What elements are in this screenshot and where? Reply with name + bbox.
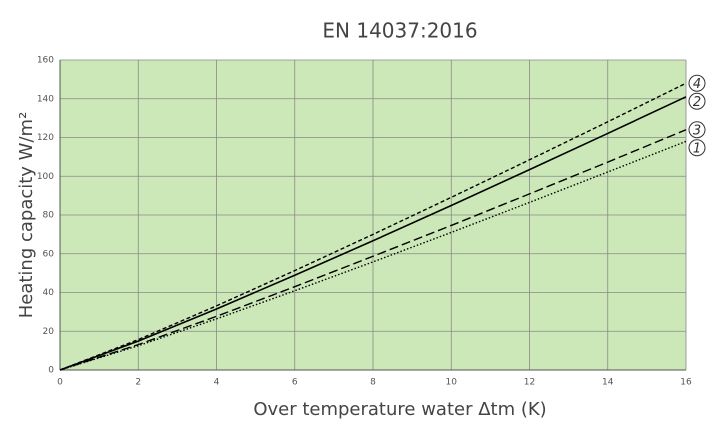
legend-entry: 2 bbox=[688, 92, 706, 110]
chart-title: EN 14037:2016 bbox=[322, 19, 477, 43]
x-axis-label: Over temperature water Δtm (K) bbox=[253, 399, 546, 420]
y-tick-label: 40 bbox=[43, 288, 55, 298]
x-tick-label: 0 bbox=[57, 378, 63, 388]
legend-label: 3 bbox=[693, 123, 701, 138]
legend-entry: 1 bbox=[688, 139, 706, 157]
y-tick-label: 20 bbox=[43, 327, 55, 337]
legend-label: 2 bbox=[693, 95, 701, 110]
series-line bbox=[59, 82, 687, 371]
x-tick-label: 14 bbox=[602, 378, 614, 388]
x-tick-label: 12 bbox=[524, 378, 535, 388]
x-tick-label: 10 bbox=[446, 378, 458, 388]
legend-circle bbox=[688, 139, 706, 157]
legend-circle bbox=[688, 92, 706, 110]
y-axis-label: Heating capacity W/m² bbox=[16, 112, 37, 319]
x-tick-label: 8 bbox=[370, 378, 376, 388]
x-tick-label: 4 bbox=[214, 378, 220, 388]
legend-circle bbox=[688, 74, 706, 92]
y-tick-label: 100 bbox=[37, 172, 54, 182]
y-tick-label: 160 bbox=[37, 56, 54, 66]
y-tick-label: 0 bbox=[48, 366, 54, 376]
x-tick-label: 16 bbox=[680, 378, 692, 388]
legend-entry: 3 bbox=[688, 121, 706, 139]
y-tick-label: 80 bbox=[43, 211, 55, 221]
series-line bbox=[59, 129, 687, 371]
x-tick-label: 2 bbox=[135, 378, 141, 388]
x-tick-label: 6 bbox=[292, 378, 298, 388]
legend-label: 4 bbox=[693, 77, 701, 92]
y-tick-label: 60 bbox=[43, 249, 55, 259]
legend-entry: 4 bbox=[688, 74, 706, 92]
series-line bbox=[59, 96, 687, 371]
y-tick-label: 140 bbox=[37, 94, 54, 104]
legend-circle bbox=[688, 121, 706, 139]
y-tick-label: 120 bbox=[37, 133, 54, 143]
series-line bbox=[59, 140, 687, 371]
legend-label: 1 bbox=[693, 141, 701, 156]
